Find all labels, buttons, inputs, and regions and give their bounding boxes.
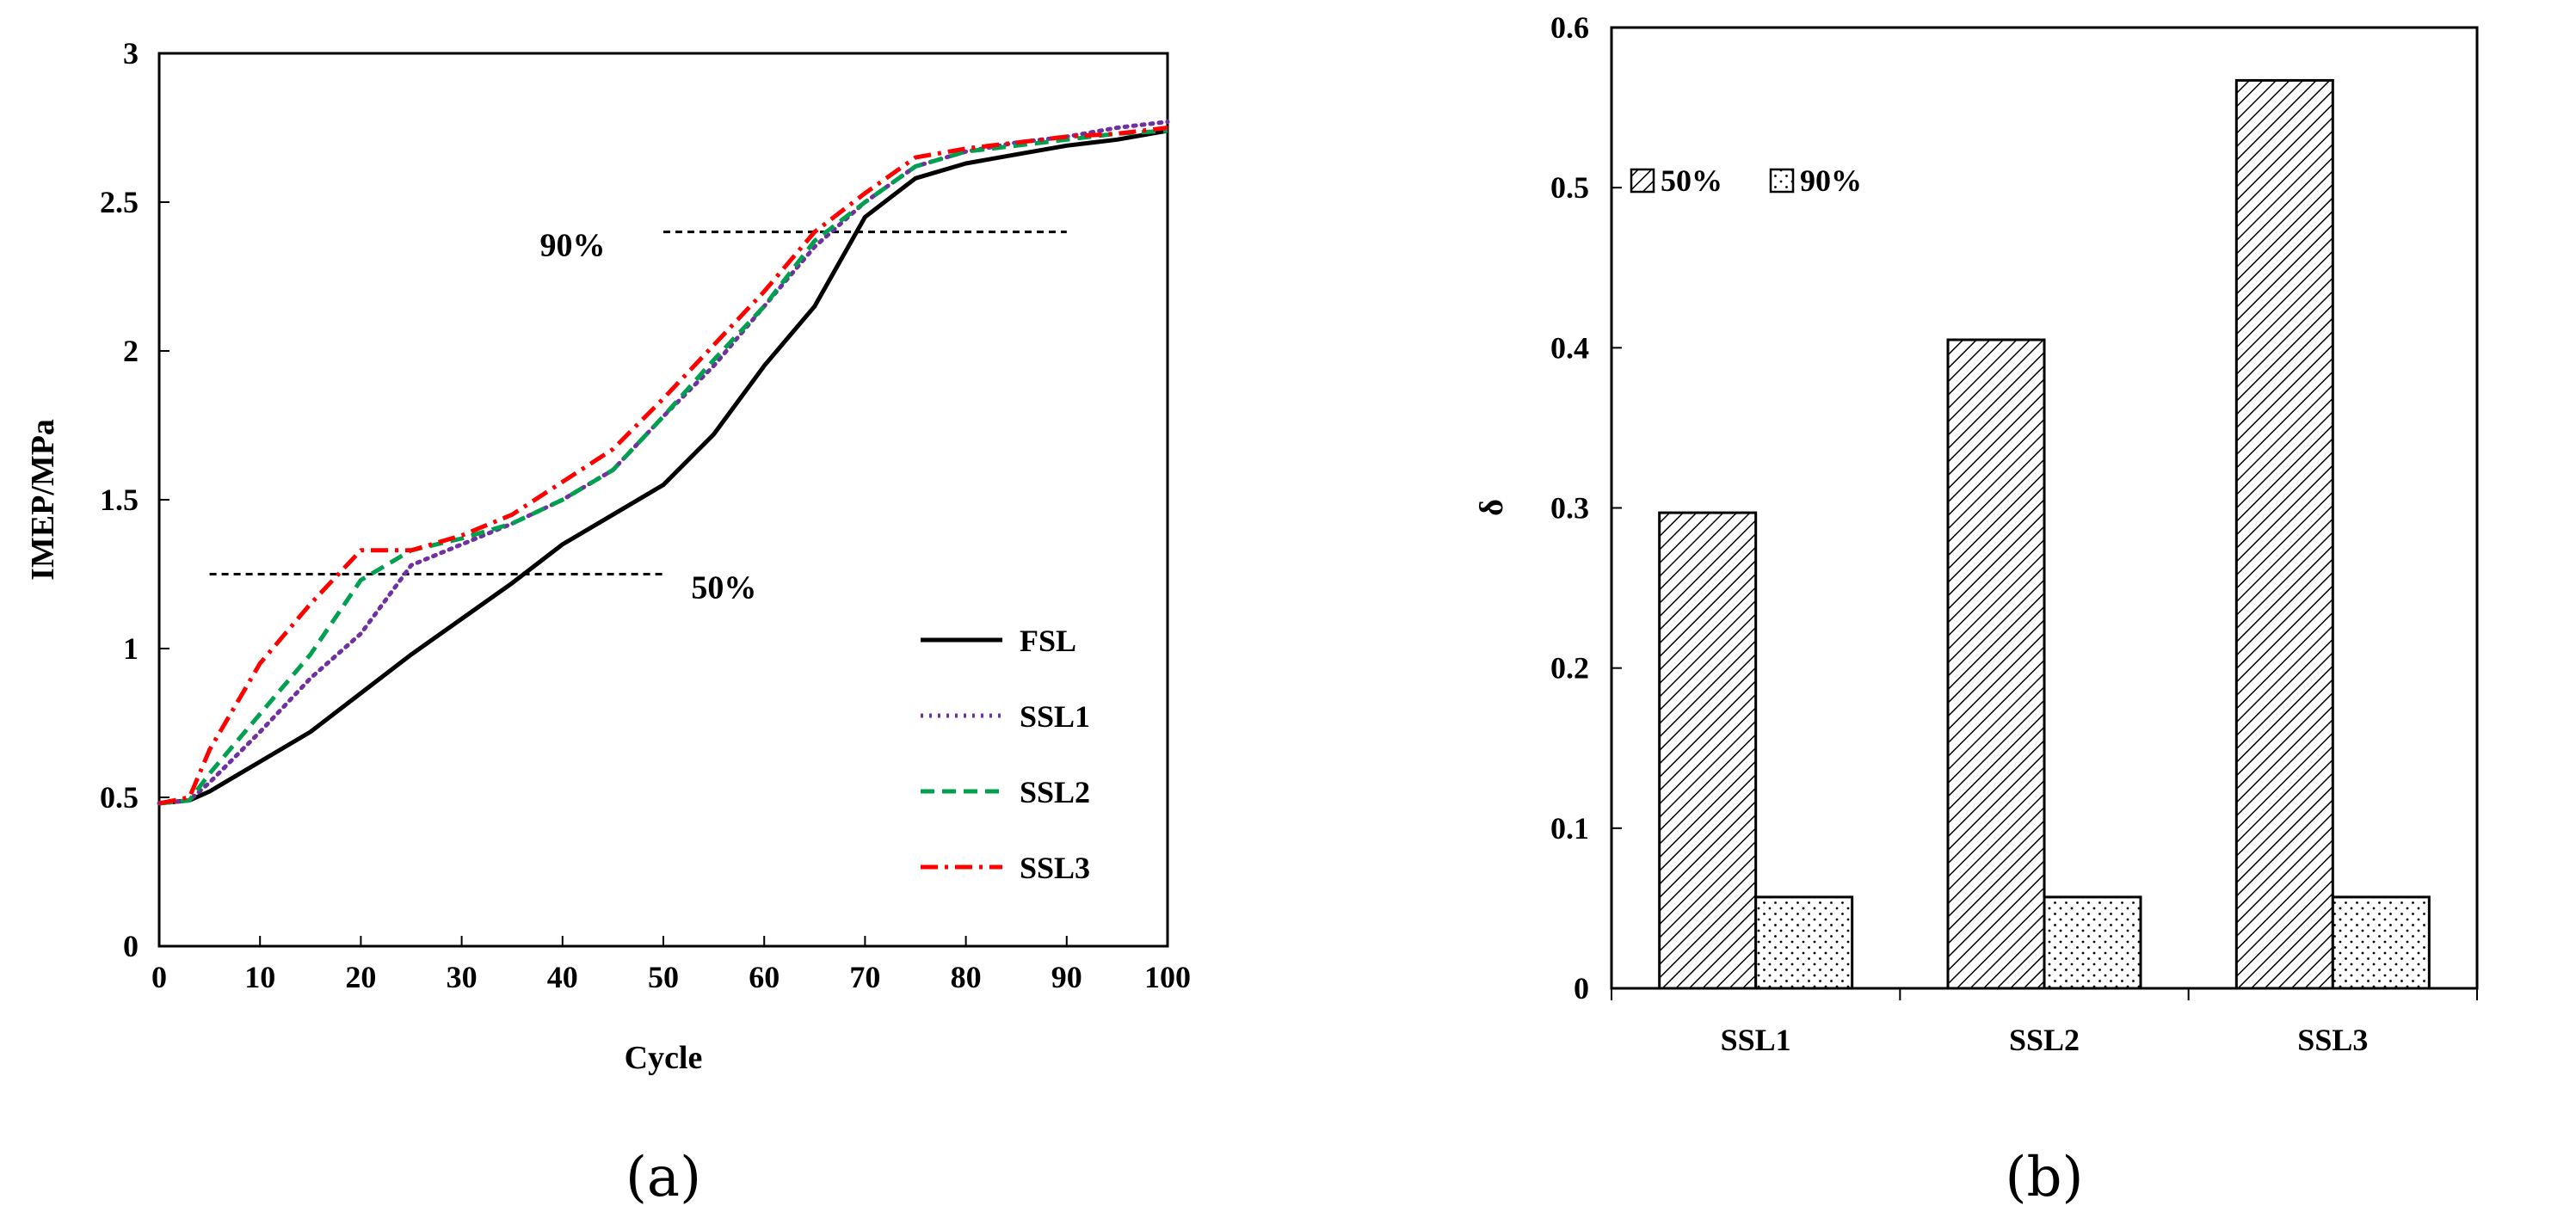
y-tick-label-a: 1.5 [100,483,139,517]
x-axis-title-a: Cycle [625,1040,703,1076]
legend-swatch-90pct [1769,168,1795,194]
y-tick-label-b: 0 [1574,971,1589,1006]
series-line-ssl1 [157,120,1170,806]
x-tick-label-a: 50 [648,960,679,994]
y-tick-label-a: 2.5 [100,185,139,219]
x-tick-label-a: 10 [244,960,275,994]
y-tick-label-b: 0.1 [1550,811,1589,846]
y-tick-label-a: 1 [123,631,139,666]
x-tick-label-a: 40 [547,960,578,994]
x-tick-label-b: SSL1 [1721,1023,1791,1057]
series-line-ssl3 [158,126,1168,806]
y-tick-label-b: 0.4 [1550,330,1589,365]
series-line-ssl2 [158,128,1168,806]
y-tick-label-a: 2 [123,334,139,368]
x-tick-label-b: SSL2 [2009,1023,2080,1057]
legend-a: FSL SSL1 SSL2 SSL3 [921,624,1090,885]
bar-ssl2-50pct [1946,338,2046,990]
bar-ssl2-90pct [2043,895,2142,990]
ticks-a: 0 10 20 30 40 50 60 70 80 90 100 0 0.5 1 1.5 2 2.5 3 [100,36,1191,994]
y-tick-label-b: 0.5 [1550,170,1589,205]
x-tick-label-a: 20 [345,960,376,994]
legend-b: 50% 90% [1630,163,1862,198]
x-tick-label-b: SSL3 [2297,1023,2368,1057]
y-tick-label-b: 0.3 [1550,491,1589,526]
y-tick-label-b: 0.6 [1550,10,1589,45]
y-tick-label-a: 0.5 [100,780,139,815]
threshold-label-90pct: 90% [540,228,606,264]
legend-label-ssl3: SSL3 [1020,851,1090,885]
bar-ssl3-90pct [2331,895,2431,990]
bar-ssl1-50pct [1658,511,1758,990]
x-tick-label-a: 30 [447,960,478,994]
annotations-a: 50% 90% [209,228,1067,606]
x-tick-label-a: 100 [1144,960,1191,994]
y-tick-label-b: 0.2 [1550,651,1589,686]
y-axis-title-b: δ [1474,499,1510,516]
y-tick-label-a: 0 [123,929,139,963]
x-tick-label-a: 60 [749,960,780,994]
series-line-fsl [158,128,1168,806]
y-axis-title-a: IMEP/MPa [25,419,61,581]
plot-frame-a [157,52,1169,948]
line-chart-a: 0 10 20 30 40 50 60 70 80 90 100 0 0.5 1 1.5 2 2.5 3 50% 9… [25,36,1191,1209]
x-tick-label-a: 80 [951,960,982,994]
bar-ssl3-50pct [2234,78,2334,990]
x-tick-label-a: 0 [151,960,167,994]
panel-label-a: (a) [626,1146,701,1209]
panel-label-b: (b) [2006,1146,2084,1209]
bar-ssl1-90pct [1754,895,1854,990]
legend-label-ssl2: SSL2 [1020,775,1090,809]
legend-label-90pct: 90% [1800,163,1862,198]
legend-swatch-50pct [1630,168,1655,194]
bar-chart-b: 0 0.1 0.2 0.3 0.4 0.5 0.6 SSL1 SSL2 SSL3 δ 50% 90%… [1474,10,2479,1209]
legend-label-50pct: 50% [1661,163,1722,198]
ticks-b: 0 0.1 0.2 0.3 0.4 0.5 0.6 SSL1 SSL2 SSL3 [1550,10,2478,1057]
x-tick-label-a: 90 [1051,960,1082,994]
legend-label-fsl: FSL [1020,624,1076,658]
x-tick-label-a: 70 [849,960,880,994]
y-tick-label-a: 3 [123,36,139,71]
series-lines-a [157,120,1170,806]
legend-label-ssl1: SSL1 [1020,699,1090,734]
bars-b [1658,78,2431,990]
threshold-label-50pct: 50% [691,570,756,606]
